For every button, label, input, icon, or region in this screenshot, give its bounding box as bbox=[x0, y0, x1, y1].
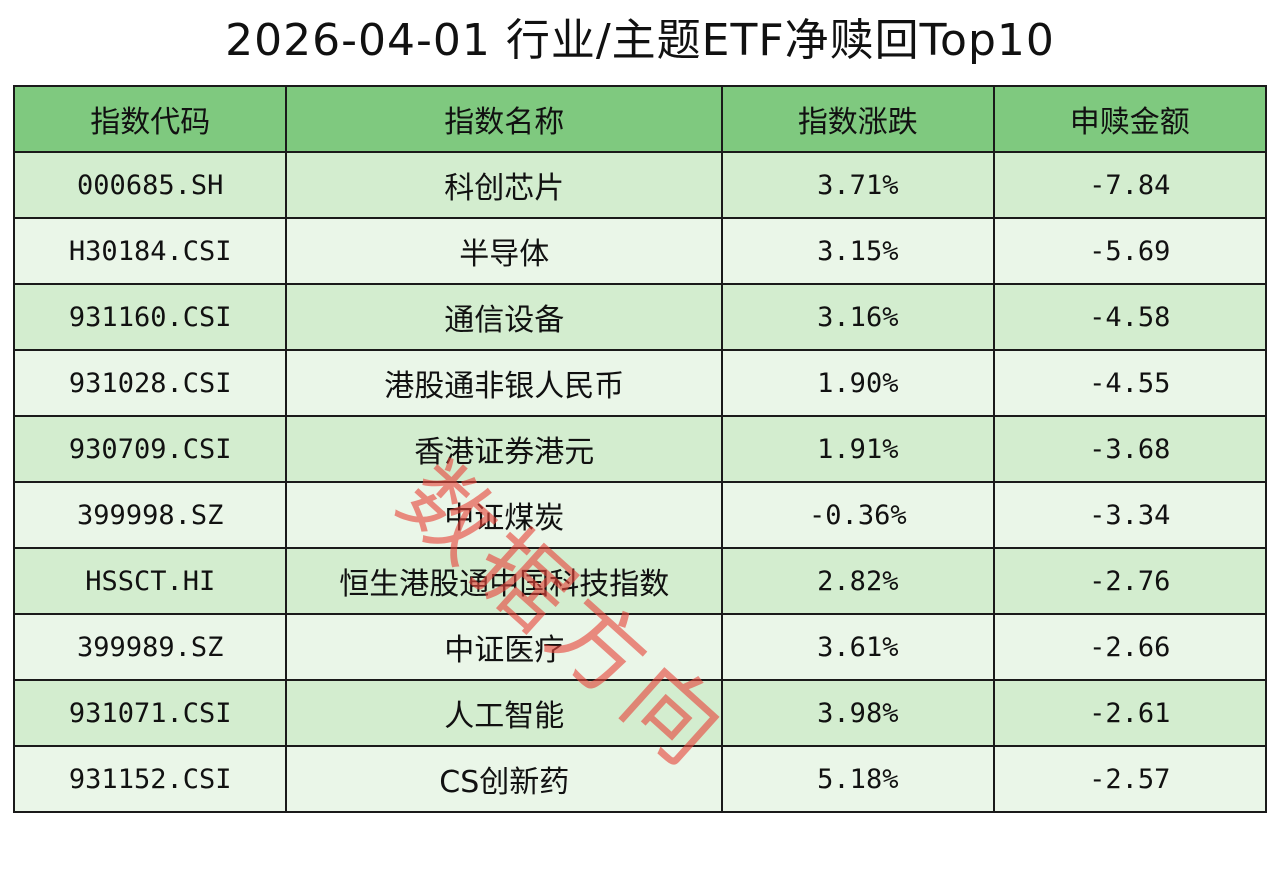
cell-index-code: 399989.SZ bbox=[12, 613, 288, 681]
cell-index-name: 科创芯片 bbox=[285, 151, 724, 219]
cell-index-name: 人工智能 bbox=[285, 679, 724, 747]
header-subscription-amount: 申赎金额 bbox=[992, 85, 1268, 153]
cell-index-name: 中证医疗 bbox=[285, 613, 724, 681]
cell-index-change: -0.36% bbox=[721, 481, 995, 549]
table-row: 000685.SH 科创芯片 3.71% -7.84 bbox=[12, 151, 1268, 219]
cell-index-code: 000685.SH bbox=[12, 151, 288, 219]
table-row: 930709.CSI 香港证券港元 1.91% -3.68 bbox=[12, 415, 1268, 483]
page-title: 2026-04-01 行业/主题ETF净赎回Top10 bbox=[225, 15, 1055, 66]
cell-index-change: 1.90% bbox=[721, 349, 995, 417]
table-row: 399998.SZ 中证煤炭 -0.36% -3.34 bbox=[12, 481, 1268, 549]
header-index-code: 指数代码 bbox=[12, 85, 288, 153]
table-row: HSSCT.HI 恒生港股通中国科技指数 2.82% -2.76 bbox=[12, 547, 1268, 615]
cell-index-code: 930709.CSI bbox=[12, 415, 288, 483]
cell-index-change: 2.82% bbox=[721, 547, 995, 615]
table-row: H30184.CSI 半导体 3.15% -5.69 bbox=[12, 217, 1268, 285]
cell-index-change: 1.91% bbox=[721, 415, 995, 483]
cell-index-change: 3.16% bbox=[721, 283, 995, 351]
cell-index-change: 5.18% bbox=[721, 745, 995, 813]
table-row: 931160.CSI 通信设备 3.16% -4.58 bbox=[12, 283, 1268, 351]
cell-amount: -2.66 bbox=[992, 613, 1268, 681]
cell-index-code: HSSCT.HI bbox=[12, 547, 288, 615]
table-row: 931071.CSI 人工智能 3.98% -2.61 bbox=[12, 679, 1268, 747]
header-index-change: 指数涨跌 bbox=[721, 85, 995, 153]
cell-amount: -3.68 bbox=[992, 415, 1268, 483]
cell-index-name: 恒生港股通中国科技指数 bbox=[285, 547, 724, 615]
cell-amount: -2.76 bbox=[992, 547, 1268, 615]
cell-amount: -4.58 bbox=[992, 283, 1268, 351]
cell-index-change: 3.98% bbox=[721, 679, 995, 747]
table-row: 931152.CSI CS创新药 5.18% -2.57 bbox=[12, 745, 1268, 813]
cell-index-name: 半导体 bbox=[285, 217, 724, 285]
cell-index-change: 3.61% bbox=[721, 613, 995, 681]
cell-amount: -7.84 bbox=[992, 151, 1268, 219]
cell-index-name: 通信设备 bbox=[285, 283, 724, 351]
cell-amount: -3.34 bbox=[992, 481, 1268, 549]
table-row: 931028.CSI 港股通非银人民币 1.90% -4.55 bbox=[12, 349, 1268, 417]
etf-redemption-table: 指数代码 指数名称 指数涨跌 申赎金额 000685.SH 科创芯片 3.71%… bbox=[12, 85, 1268, 813]
table-header-row: 指数代码 指数名称 指数涨跌 申赎金额 bbox=[12, 85, 1268, 153]
cell-index-name: 香港证券港元 bbox=[285, 415, 724, 483]
cell-amount: -4.55 bbox=[992, 349, 1268, 417]
cell-amount: -5.69 bbox=[992, 217, 1268, 285]
cell-index-change: 3.15% bbox=[721, 217, 995, 285]
cell-index-code: 399998.SZ bbox=[12, 481, 288, 549]
header-index-name: 指数名称 bbox=[285, 85, 724, 153]
cell-index-code: 931152.CSI bbox=[12, 745, 288, 813]
cell-index-code: 931071.CSI bbox=[12, 679, 288, 747]
cell-index-name: 中证煤炭 bbox=[285, 481, 724, 549]
cell-amount: -2.61 bbox=[992, 679, 1268, 747]
cell-index-change: 3.71% bbox=[721, 151, 995, 219]
cell-index-code: 931028.CSI bbox=[12, 349, 288, 417]
cell-index-code: H30184.CSI bbox=[12, 217, 288, 285]
table-row: 399989.SZ 中证医疗 3.61% -2.66 bbox=[12, 613, 1268, 681]
cell-index-name: CS创新药 bbox=[285, 745, 724, 813]
cell-index-name: 港股通非银人民币 bbox=[285, 349, 724, 417]
cell-amount: -2.57 bbox=[992, 745, 1268, 813]
cell-index-code: 931160.CSI bbox=[12, 283, 288, 351]
